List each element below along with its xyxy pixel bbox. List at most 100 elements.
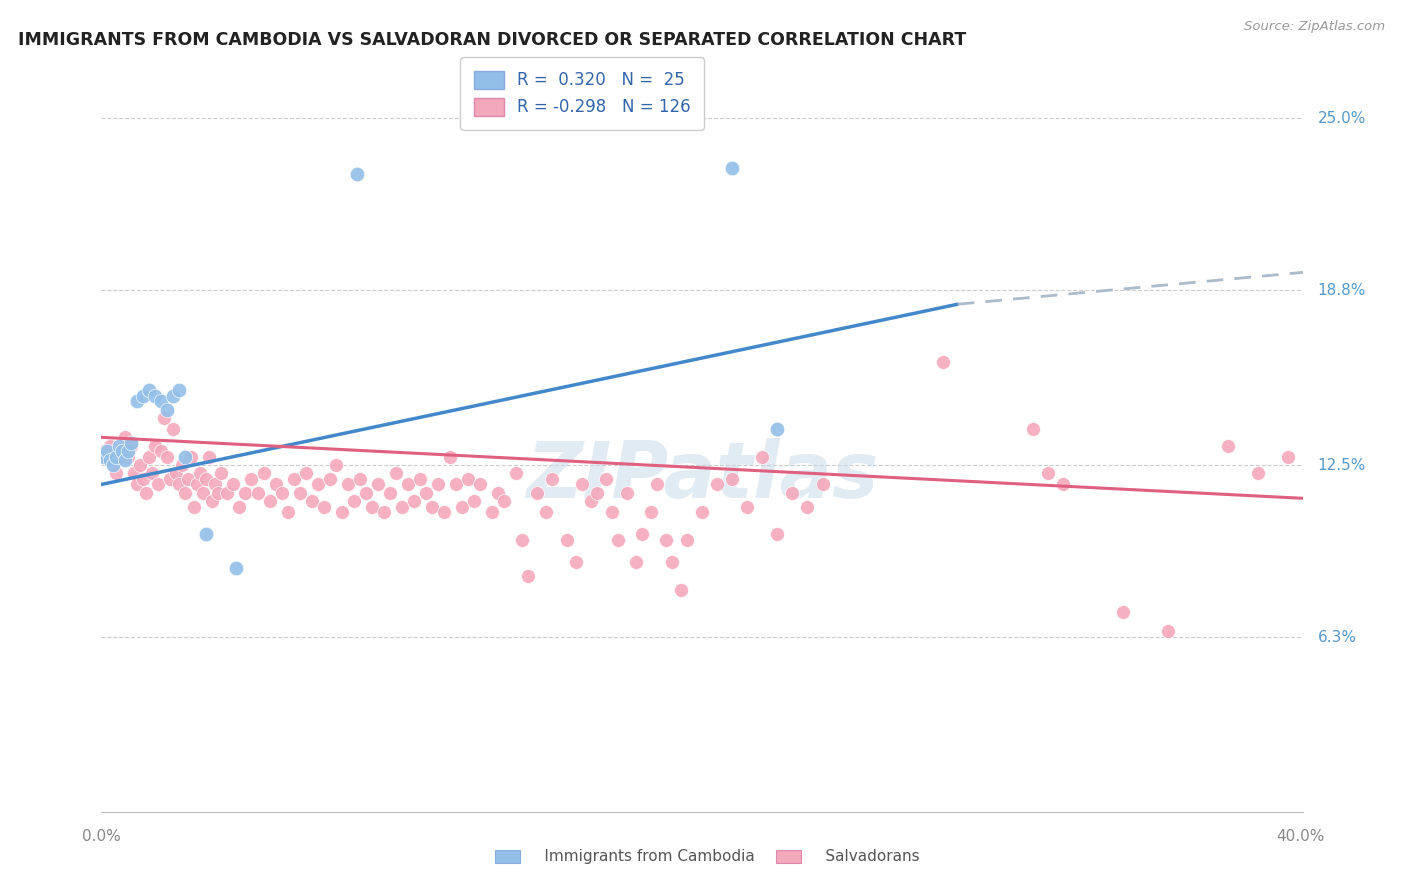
Point	[120, 439, 142, 453]
Point	[259, 494, 281, 508]
Point	[439, 450, 461, 464]
Point	[645, 477, 668, 491]
Point	[640, 505, 662, 519]
Point	[174, 450, 197, 464]
Point	[132, 389, 155, 403]
Point	[486, 485, 509, 500]
Point	[177, 472, 200, 486]
Point	[330, 505, 353, 519]
Point	[409, 472, 432, 486]
Point	[156, 450, 179, 464]
Point	[93, 450, 115, 464]
Point	[135, 485, 157, 500]
Point	[143, 439, 166, 453]
Point	[931, 355, 953, 369]
Point	[766, 527, 789, 541]
Point	[138, 450, 160, 464]
Text: 18.8%: 18.8%	[1317, 283, 1367, 298]
Text: 0.0%: 0.0%	[82, 830, 121, 844]
Point	[565, 555, 588, 569]
Point	[1247, 467, 1270, 481]
Point	[127, 477, 149, 491]
Text: Source: ZipAtlas.com: Source: ZipAtlas.com	[1244, 20, 1385, 33]
Point	[367, 477, 389, 491]
Point	[270, 485, 292, 500]
Point	[1036, 467, 1059, 481]
Point	[378, 485, 401, 500]
Point	[294, 467, 316, 481]
Point	[98, 452, 121, 467]
Point	[96, 450, 118, 464]
Point	[391, 500, 413, 514]
Point	[426, 477, 449, 491]
Point	[235, 485, 257, 500]
Text: 12.5%: 12.5%	[1317, 458, 1367, 473]
Point	[103, 458, 125, 472]
Point	[579, 494, 602, 508]
Point	[510, 533, 533, 547]
Point	[782, 485, 804, 500]
Point	[114, 452, 136, 467]
Point	[193, 485, 215, 500]
Point	[450, 500, 472, 514]
Point	[98, 439, 121, 453]
Point	[211, 467, 233, 481]
Point	[586, 485, 609, 500]
Point	[103, 458, 125, 472]
Point	[264, 477, 287, 491]
Point	[737, 500, 759, 514]
Point	[240, 472, 263, 486]
Point	[595, 472, 617, 486]
Point	[108, 450, 131, 464]
Text: Immigrants from Cambodia: Immigrants from Cambodia	[520, 849, 755, 863]
Point	[96, 444, 118, 458]
Point	[204, 477, 226, 491]
Point	[571, 477, 593, 491]
Point	[721, 472, 744, 486]
Point	[141, 467, 163, 481]
Point	[811, 477, 834, 491]
Point	[186, 477, 208, 491]
Point	[108, 439, 131, 453]
Text: 25.0%: 25.0%	[1317, 111, 1367, 126]
Point	[492, 494, 515, 508]
Point	[1218, 439, 1240, 453]
Point	[396, 477, 419, 491]
Point	[129, 458, 152, 472]
Point	[336, 477, 359, 491]
Point	[1277, 450, 1299, 464]
Point	[671, 582, 693, 597]
Point	[661, 555, 683, 569]
Point	[111, 444, 134, 458]
Point	[354, 485, 377, 500]
Point	[190, 467, 212, 481]
Point	[1157, 624, 1180, 639]
Point	[180, 450, 202, 464]
Point	[183, 500, 205, 514]
Point	[127, 394, 149, 409]
Point	[676, 533, 699, 547]
Point	[312, 500, 335, 514]
Point	[195, 527, 218, 541]
Point	[346, 167, 368, 181]
Point	[541, 472, 564, 486]
Point	[607, 533, 630, 547]
Point	[153, 411, 176, 425]
Point	[165, 467, 187, 481]
Point	[1022, 422, 1045, 436]
Point	[277, 505, 299, 519]
Point	[143, 389, 166, 403]
Text: 40.0%: 40.0%	[1277, 830, 1324, 844]
Point	[150, 444, 173, 458]
Point	[796, 500, 818, 514]
Point	[384, 467, 406, 481]
Point	[301, 494, 323, 508]
Point	[198, 450, 221, 464]
Point	[463, 494, 485, 508]
Point	[195, 472, 218, 486]
Point	[307, 477, 329, 491]
Point	[117, 444, 139, 458]
Point	[444, 477, 467, 491]
Legend: R =  0.320   N =  25, R = -0.298   N = 126: R = 0.320 N = 25, R = -0.298 N = 126	[460, 57, 704, 129]
Point	[373, 505, 395, 519]
